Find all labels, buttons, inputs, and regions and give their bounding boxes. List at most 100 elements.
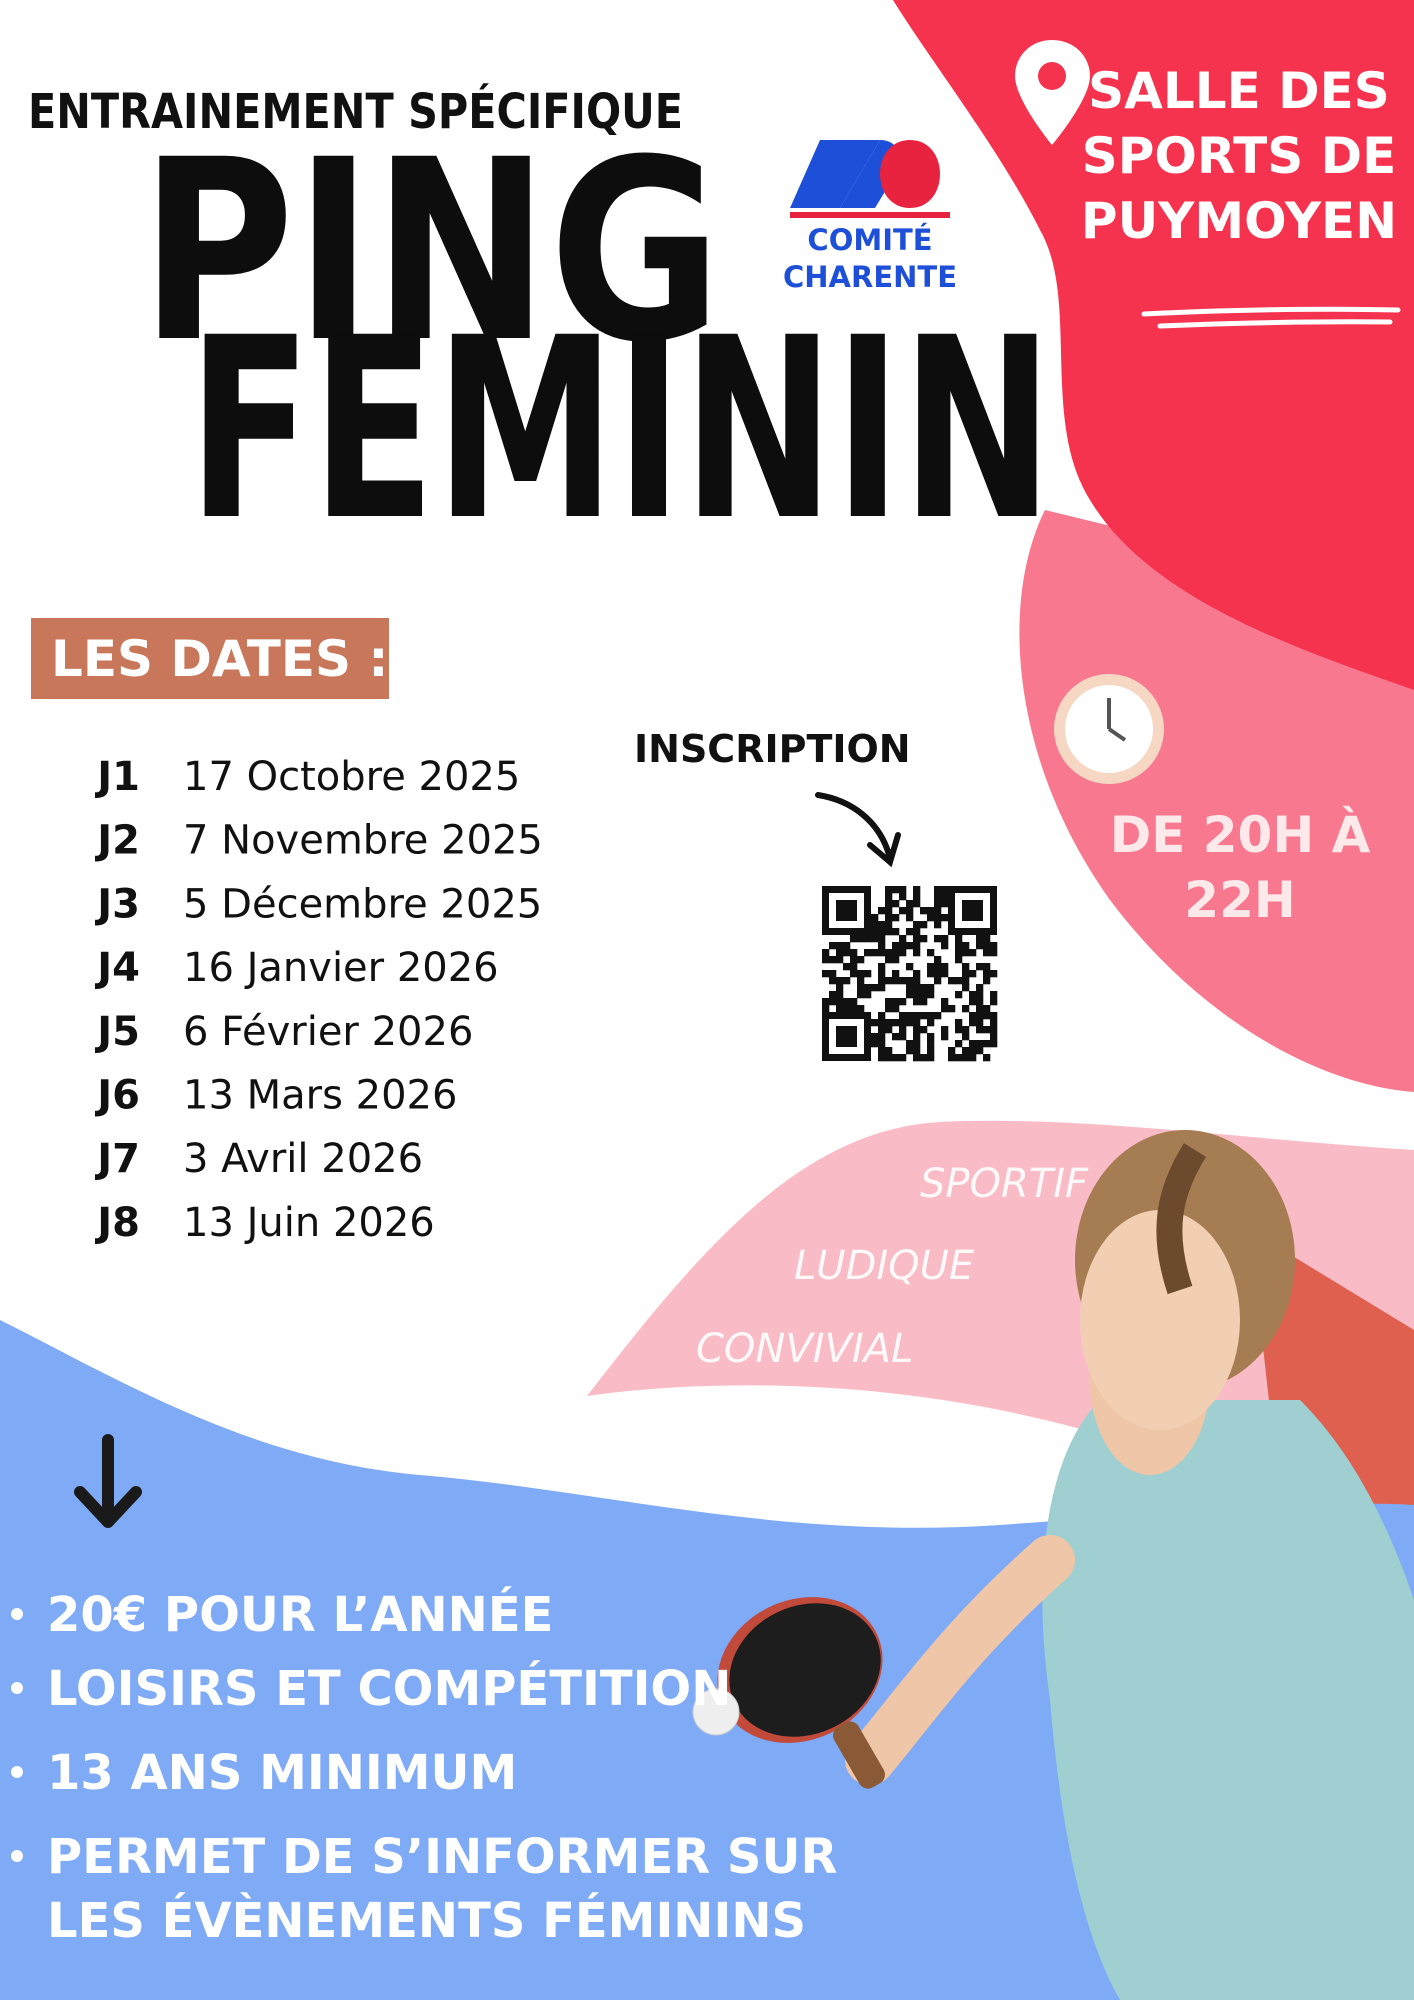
qr-module bbox=[836, 998, 844, 1006]
qr-module bbox=[829, 977, 837, 985]
qr-module bbox=[885, 1026, 893, 1034]
qr-module bbox=[927, 1012, 935, 1020]
qr-module bbox=[850, 963, 858, 971]
date-value: 16 Janvier 2026 bbox=[183, 945, 499, 991]
quality: SPORTIF bbox=[920, 1161, 1089, 1207]
qr-module bbox=[892, 914, 900, 922]
bullet-text: 20€ POUR L’ANNÉE bbox=[47, 1586, 553, 1643]
qr-module bbox=[885, 1019, 893, 1027]
qr-module bbox=[906, 914, 914, 922]
qr-module bbox=[920, 935, 928, 943]
location: SALLE DES SPORTS DE PUYMOYEN bbox=[1081, 62, 1397, 250]
qr-module bbox=[983, 949, 991, 957]
qr-module bbox=[962, 1033, 970, 1041]
qr-module bbox=[913, 1026, 921, 1034]
qr-module bbox=[899, 886, 907, 894]
qr-module bbox=[969, 998, 977, 1006]
qr-module bbox=[836, 949, 844, 957]
qr-module bbox=[934, 921, 942, 929]
logo-text: CHARENTE bbox=[783, 260, 957, 294]
date-value: 6 Février 2026 bbox=[183, 1009, 473, 1055]
qr-module bbox=[983, 942, 991, 950]
qr-module bbox=[892, 998, 900, 1006]
qr-module bbox=[857, 970, 865, 978]
qr-module bbox=[941, 893, 949, 901]
time-line: DE 20H À bbox=[1110, 805, 1371, 864]
qr-module bbox=[899, 1054, 907, 1062]
qr-module bbox=[962, 984, 970, 992]
qr-module bbox=[871, 1033, 879, 1041]
subtitle: ENTRAINEMENT SPÉCIFIQUE bbox=[28, 83, 683, 140]
qr-module bbox=[829, 998, 837, 1006]
qr-module bbox=[969, 1019, 977, 1027]
qr-module bbox=[899, 1012, 907, 1020]
qr-module bbox=[836, 991, 844, 999]
qr-module bbox=[878, 949, 886, 957]
qr-module bbox=[955, 935, 963, 943]
qr-module bbox=[892, 942, 900, 950]
qr-module bbox=[927, 1047, 935, 1055]
qr-module bbox=[927, 949, 935, 957]
qr-module bbox=[927, 970, 935, 978]
qr-module bbox=[878, 921, 886, 929]
qr-module bbox=[941, 1005, 949, 1013]
inscription: INSCRIPTION bbox=[634, 727, 911, 771]
qr-module bbox=[878, 1040, 886, 1048]
qr-module bbox=[885, 1005, 893, 1013]
qr-module bbox=[913, 921, 921, 929]
qr-module bbox=[906, 1012, 914, 1020]
qr-module bbox=[962, 942, 970, 950]
qr-module bbox=[955, 956, 963, 964]
qr-module bbox=[913, 942, 921, 950]
dates-heading-box bbox=[31, 618, 389, 699]
qr-module bbox=[850, 949, 858, 957]
qr-module bbox=[871, 935, 879, 943]
qr-module bbox=[878, 970, 886, 978]
qr-module bbox=[976, 935, 984, 943]
dates-list: J1 17 Octobre 2025 J2 7 Novembre 2025 J3 5 Dé… bbox=[94, 754, 543, 1246]
qr-module bbox=[990, 1019, 998, 1027]
qr-module bbox=[976, 1012, 984, 1020]
qr-module bbox=[976, 1047, 984, 1055]
qr-module bbox=[990, 942, 998, 950]
qr-module bbox=[822, 949, 830, 957]
qr-module bbox=[983, 1005, 991, 1013]
paddle bbox=[692, 1597, 885, 1789]
qr-module bbox=[822, 998, 830, 1006]
qr-module bbox=[850, 956, 858, 964]
qr-module bbox=[857, 977, 865, 985]
qr-module bbox=[913, 1019, 921, 1027]
bullets: 20€ POUR L’ANNÉE LOISIRS ET COMPÉTITION 13… bbox=[11, 1586, 837, 1949]
underline bbox=[1141, 306, 1401, 329]
qr-module bbox=[878, 963, 886, 971]
qr-module bbox=[913, 893, 921, 901]
qr-module bbox=[892, 949, 900, 957]
qr-module bbox=[913, 928, 921, 936]
qr-module bbox=[878, 907, 886, 915]
qr-module bbox=[822, 956, 830, 964]
date-label: J6 bbox=[94, 1073, 140, 1119]
qr-module bbox=[983, 977, 991, 985]
arrow bbox=[815, 792, 901, 868]
qr-module bbox=[941, 970, 949, 978]
qr-module bbox=[843, 977, 851, 985]
qr-module bbox=[927, 907, 935, 915]
qr-module bbox=[948, 1005, 956, 1013]
clock-icon bbox=[1054, 674, 1164, 784]
qr-module bbox=[864, 984, 872, 992]
location-line: SPORTS DE bbox=[1082, 127, 1397, 185]
qr-module bbox=[892, 956, 900, 964]
qr-module bbox=[878, 977, 886, 985]
qr-finder bbox=[836, 1026, 857, 1047]
qr-module bbox=[878, 935, 886, 943]
qr-module bbox=[906, 1040, 914, 1048]
bullet-text: 13 ANS MINIMUM bbox=[47, 1745, 517, 1801]
qr-module bbox=[885, 886, 893, 894]
qr-module bbox=[934, 935, 942, 943]
bullet-dot bbox=[11, 1766, 23, 1778]
qr-module bbox=[913, 886, 921, 894]
qr-module bbox=[990, 998, 998, 1006]
qr-module bbox=[864, 970, 872, 978]
qr-module bbox=[864, 991, 872, 999]
qr-module bbox=[934, 886, 942, 894]
